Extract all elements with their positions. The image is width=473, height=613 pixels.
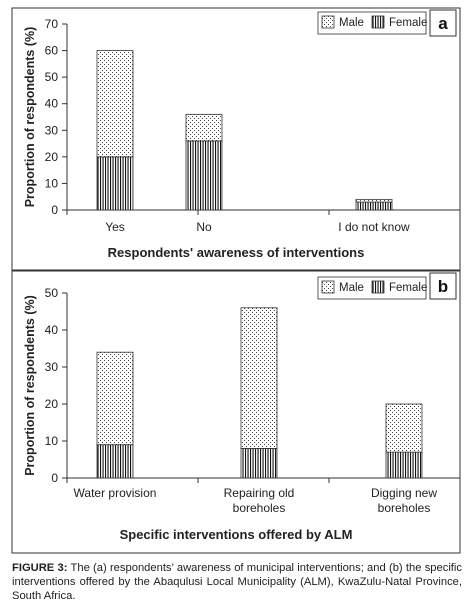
- legend-label-female: Female: [389, 282, 427, 294]
- panel-label-box: [429, 272, 457, 300]
- legend-swatch-male: [321, 280, 335, 294]
- y-tick-label: 40: [45, 323, 59, 337]
- y-tick-label: 20: [45, 150, 59, 164]
- y-tick-label: 70: [45, 17, 59, 31]
- x-category-label: I do not know: [338, 220, 410, 234]
- y-tick-label: 0: [51, 471, 58, 485]
- x-category-label: Repairing old boreholes: [224, 486, 295, 515]
- bar-female: [355, 201, 393, 211]
- x-axis-title: Specific interventions offered by ALM: [120, 527, 353, 542]
- y-tick-label: 10: [45, 176, 59, 190]
- bar-male: [185, 113, 223, 142]
- panel-label-box: [429, 9, 457, 37]
- panel-frame: [11, 7, 461, 271]
- y-tick-label: 50: [45, 70, 59, 84]
- bar-female: [385, 451, 423, 479]
- panel-label: b: [438, 277, 448, 296]
- figure-caption: FIGURE 3: The (a) respondents’ awareness…: [12, 561, 462, 603]
- y-tick-label: 10: [45, 434, 59, 448]
- y-axis-title: Proportion of respondents (%): [23, 27, 37, 208]
- bar-male: [240, 307, 278, 449]
- bar-female: [185, 140, 223, 211]
- x-category-label: Water provision: [74, 486, 157, 500]
- legend-label-male: Male: [339, 282, 364, 294]
- bar-female: [96, 444, 134, 479]
- y-tick-label: 0: [51, 203, 58, 217]
- y-tick-label: 30: [45, 123, 59, 137]
- x-category-label: Yes: [105, 220, 125, 234]
- legend-label-male: Male: [339, 17, 364, 29]
- caption-label: FIGURE 3:: [12, 562, 68, 574]
- y-axis-title: Proportion of respondents (%): [23, 295, 37, 476]
- x-axis-title: Respondents' awareness of interventions: [108, 245, 365, 260]
- bar-male: [96, 50, 134, 158]
- legend-label-female: Female: [389, 17, 427, 29]
- chart-panel-b: 0 10 20 30 40 50 Water provision Repairing old b…: [11, 270, 461, 554]
- x-category-label: No: [196, 220, 212, 234]
- bar-female: [240, 447, 278, 479]
- panel-label: a: [438, 14, 448, 33]
- y-tick-label: 30: [45, 360, 59, 374]
- y-tick-label: 60: [45, 44, 59, 58]
- y-tick-label: 40: [45, 97, 59, 111]
- bar-female: [96, 156, 134, 211]
- bar-male: [355, 198, 393, 203]
- chart-panel-a: 0 10 20 30 40 50 60 70 Yes No I do not know Proport…: [11, 7, 461, 271]
- legend-swatch-female: [371, 280, 385, 294]
- bar-male: [96, 351, 134, 446]
- legend-swatch-male: [321, 15, 335, 29]
- bar-male: [385, 403, 423, 453]
- y-tick-label: 20: [45, 397, 59, 411]
- x-category-label: Digging new boreholes: [371, 486, 437, 515]
- y-tick-label: 50: [45, 286, 59, 300]
- legend-swatch-female: [371, 15, 385, 29]
- figure-canvas: 0 10 20 30 40 50 60 70 Yes No I do not know Proport…: [11, 7, 461, 554]
- panel-frame: [11, 270, 461, 554]
- caption-text: The (a) respondents’ awareness of munici…: [12, 562, 462, 602]
